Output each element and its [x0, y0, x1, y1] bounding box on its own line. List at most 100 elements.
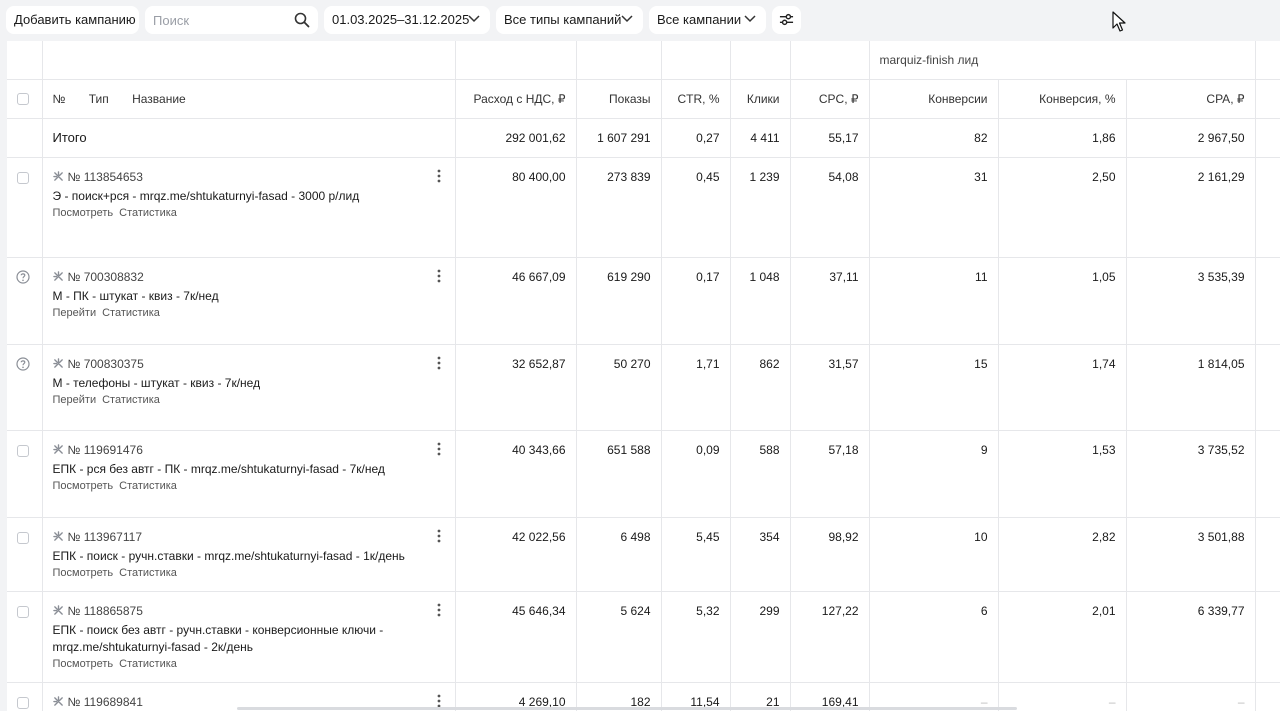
- campaign-title[interactable]: Э - поиск+рся - mrqz.me/shtukaturnyi-fas…: [52, 188, 360, 203]
- search-input[interactable]: [153, 6, 293, 34]
- campaign-stats-link[interactable]: Статистика: [119, 206, 177, 219]
- campaign-number[interactable]: № 118865875: [67, 603, 143, 618]
- cell-cpc: 54,08: [790, 157, 870, 258]
- cell-ctr: 5,32: [661, 591, 731, 683]
- cell-clicks: 588: [730, 430, 791, 518]
- more-vertical-icon[interactable]: [437, 356, 441, 370]
- campaign-title[interactable]: ЕПК - поиск без автг - ручн.ставки - кон…: [52, 622, 384, 654]
- campaign-title[interactable]: М - ПК - штукат - квиз - 7к/нед: [52, 288, 219, 303]
- col-header-no[interactable]: №: [52, 91, 66, 106]
- table-row: № 113854653 Э - поиск+рся - mrqz.me/shtuk…: [7, 157, 1280, 258]
- row-checkbox[interactable]: [17, 444, 29, 457]
- campaign-view-link[interactable]: Перейти: [52, 306, 97, 319]
- col-header-cpc[interactable]: CPC, ₽: [790, 79, 870, 119]
- help-icon[interactable]: [16, 356, 30, 371]
- cell-cpc: 57,18: [790, 430, 870, 518]
- more-vertical-icon[interactable]: [437, 442, 441, 456]
- campaign-number[interactable]: № 113854653: [67, 169, 143, 184]
- row-checkbox[interactable]: [17, 605, 29, 618]
- cell-ctr: 11,54: [661, 682, 731, 711]
- col-header-cpa[interactable]: CPA, ₽: [1126, 79, 1256, 119]
- campaign-stats-link[interactable]: Статистика: [119, 479, 177, 492]
- help-icon[interactable]: [16, 269, 30, 284]
- cell-spend: 32 652,87: [455, 344, 577, 431]
- col-header-type[interactable]: Тип: [88, 91, 109, 106]
- campaign-stats-link[interactable]: Статистика: [119, 566, 177, 579]
- campaign-stats-link[interactable]: Статистика: [102, 306, 160, 319]
- row-checkbox[interactable]: [17, 696, 29, 709]
- campaign-name-cell: № 119691476 ЕПК - рся без автг - ПК - mrq…: [42, 430, 456, 518]
- more-vertical-icon[interactable]: [437, 529, 441, 543]
- table-row: № 119689841 4 269,10 182 11,54 21 169,41– – –: [7, 682, 1280, 711]
- cell-cpa: 1 814,05: [1126, 344, 1256, 431]
- total-clicks: 4 411: [730, 118, 791, 158]
- row-checkbox[interactable]: [17, 171, 29, 184]
- campaign-view-link[interactable]: Перейти: [52, 393, 97, 406]
- select-all-checkbox[interactable]: [17, 92, 29, 105]
- total-cpc: 55,17: [790, 118, 870, 158]
- table-row: № 118865875 ЕПК - поиск без автг - ручн.с…: [7, 591, 1280, 683]
- campaign-number[interactable]: № 119691476: [67, 442, 143, 457]
- campaign-view-link[interactable]: Посмотреть: [52, 206, 114, 219]
- col-header-spend[interactable]: Расход с НДС, ₽: [455, 79, 577, 119]
- total-impressions: 1 607 291: [576, 118, 662, 158]
- campaign-links: Посмотреть Статистика: [53, 567, 445, 579]
- campaign-stats-link[interactable]: Статистика: [102, 393, 160, 406]
- table-row: № 113967117 ЕПК - поиск - ручн.ставки - m…: [7, 517, 1280, 592]
- col-header-clicks[interactable]: Клики: [730, 79, 791, 119]
- col-header-name[interactable]: Название: [132, 91, 186, 106]
- campaign-number[interactable]: № 700308832: [67, 269, 144, 284]
- campaign-number[interactable]: № 119689841: [67, 694, 143, 709]
- campaigns-select[interactable]: Все кампании: [649, 6, 766, 34]
- campaign-title[interactable]: М - телефоны - штукат - квиз - 7к/нед: [52, 375, 261, 390]
- column-settings-button[interactable]: [772, 6, 801, 34]
- campaign-name-cell: № 113967117 ЕПК - поиск - ручн.ставки - m…: [42, 517, 456, 592]
- campaign-name-cell: № 113854653 Э - поиск+рся - mrqz.me/shtuk…: [42, 157, 456, 258]
- campaign-number-line: № 113854653: [52, 169, 445, 184]
- campaign-number-line: № 119689841: [52, 694, 445, 709]
- search-icon[interactable]: [294, 12, 310, 28]
- cell-spend: 4 269,10: [455, 682, 577, 711]
- cell-conv-rate: –: [998, 682, 1127, 711]
- campaign-view-link[interactable]: Посмотреть: [52, 657, 114, 670]
- group-header-row: marquiz-finish лид: [7, 41, 1280, 80]
- search-box[interactable]: [145, 6, 318, 34]
- cell-conv-rate: 1,74: [998, 344, 1127, 431]
- campaign-number-line: № 700308832: [52, 269, 445, 284]
- col-header-impressions[interactable]: Показы: [576, 79, 662, 119]
- total-cpa: 2 967,50: [1126, 118, 1256, 158]
- campaign-number[interactable]: № 113967117: [67, 529, 143, 544]
- col-header-conv-rate[interactable]: Конверсия, %: [998, 79, 1127, 119]
- add-campaign-button[interactable]: Добавить кампанию: [6, 6, 139, 34]
- total-conversions: 82: [869, 118, 999, 158]
- date-range-select[interactable]: 01.03.2025–31.12.2025: [324, 6, 490, 34]
- campaign-name-cell: № 700830375 М - телефоны - штукат - квиз …: [42, 344, 456, 431]
- more-vertical-icon[interactable]: [437, 603, 441, 617]
- total-conv-rate: 1,86: [998, 118, 1127, 158]
- campaign-stats-link[interactable]: Статистика: [119, 657, 177, 670]
- more-vertical-icon[interactable]: [437, 694, 441, 708]
- campaign-view-link[interactable]: Посмотреть: [52, 566, 114, 579]
- campaign-type-icon: [52, 171, 63, 181]
- cell-conversions: 9: [869, 430, 999, 518]
- cell-spend: 46 667,09: [455, 257, 577, 345]
- campaign-types-select[interactable]: Все типы кампаний: [496, 6, 643, 34]
- cell-impressions: 273 839: [576, 157, 662, 258]
- mouse-cursor-icon: [1112, 11, 1126, 32]
- cell-conv-rate: 2,82: [998, 517, 1127, 592]
- campaign-title[interactable]: ЕПК - рся без автг - ПК - mrqz.me/shtuka…: [52, 461, 385, 476]
- chevron-down-icon: [468, 15, 480, 23]
- campaign-view-link[interactable]: Посмотреть: [52, 479, 114, 492]
- more-vertical-icon[interactable]: [437, 169, 441, 183]
- col-header-ctr[interactable]: CTR, %: [661, 79, 731, 119]
- cell-cpa: 2 161,29: [1126, 157, 1256, 258]
- col-header-conversions[interactable]: Конверсии: [869, 79, 999, 119]
- campaign-number[interactable]: № 700830375: [67, 356, 144, 371]
- campaign-title[interactable]: ЕПК - поиск - ручн.ставки - mrqz.me/shtu…: [52, 548, 405, 563]
- more-vertical-icon[interactable]: [437, 269, 441, 283]
- campaign-number-line: № 113967117: [52, 529, 445, 544]
- campaign-type-icon: [52, 444, 63, 454]
- campaign-links: Посмотреть Статистика: [53, 480, 445, 492]
- row-checkbox[interactable]: [17, 531, 29, 544]
- horizontal-scrollbar[interactable]: [237, 707, 1017, 710]
